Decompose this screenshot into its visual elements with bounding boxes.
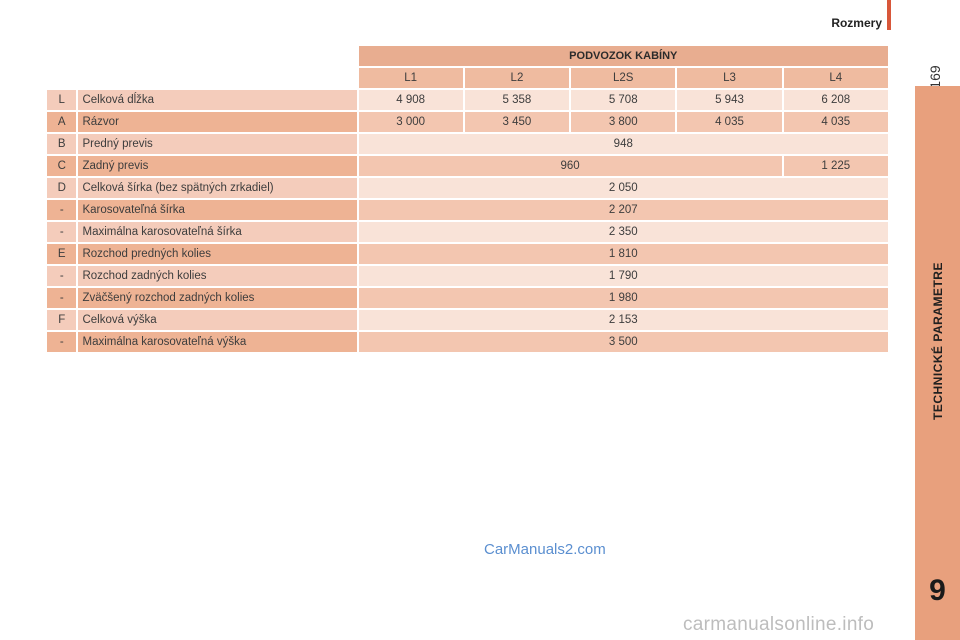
row-label: Predný previs — [78, 134, 357, 154]
row-code: D — [47, 178, 77, 198]
row-code: - — [47, 332, 77, 352]
row-label: Karosovateľná šírka — [78, 200, 357, 220]
chapter-label: TECHNICKÉ PARAMETRE — [931, 262, 945, 420]
table-row: L Celková dĺžka 4 908 5 358 5 708 5 943 … — [47, 90, 888, 110]
row-label: Rozchod zadných kolies — [78, 266, 357, 286]
table-row: F Celková výška 2 153 — [47, 310, 888, 330]
row-code: E — [47, 244, 77, 264]
table-cell: 960 — [358, 156, 782, 176]
row-code: A — [47, 112, 77, 132]
table-cell: 3 000 — [358, 112, 463, 132]
row-label: Celková šírka (bez spätných zrkadiel) — [78, 178, 357, 198]
table-cell: 5 943 — [677, 90, 782, 110]
table-row: B Predný previs 948 — [47, 134, 888, 154]
table-cell: 1 980 — [358, 288, 888, 308]
column-header: L1 — [358, 68, 463, 88]
row-code: - — [47, 288, 77, 308]
table-cell: 4 908 — [358, 90, 463, 110]
table-row: D Celková šírka (bez spätných zrkadiel) … — [47, 178, 888, 198]
table-row: E Rozchod predných kolies 1 810 — [47, 244, 888, 264]
column-header: L3 — [677, 68, 782, 88]
chapter-number: 9 — [929, 574, 946, 607]
table-row: - Maximálna karosovateľná výška 3 500 — [47, 332, 888, 352]
row-code: - — [47, 222, 77, 242]
row-label: Maximálna karosovateľná šírka — [78, 222, 357, 242]
table-cell: 1 225 — [783, 156, 888, 176]
group-header: PODVOZOK KABÍNY — [358, 46, 888, 66]
row-label: Rozchod predných kolies — [78, 244, 357, 264]
watermark-link[interactable]: CarManuals2.com — [484, 541, 606, 558]
table-cell: 1 790 — [358, 266, 888, 286]
table-subheader-row: L1 L2 L2S L3 L4 — [47, 68, 888, 88]
footer-watermark: carmanualsonline.info — [683, 614, 875, 635]
table-cell: 3 450 — [464, 112, 570, 132]
row-code: C — [47, 156, 77, 176]
table-cell: 6 208 — [783, 90, 888, 110]
table-row: - Maximálna karosovateľná šírka 2 350 — [47, 222, 888, 242]
row-code: L — [47, 90, 77, 110]
column-header: L2S — [571, 68, 676, 88]
table-cell: 2 350 — [358, 222, 888, 242]
section-marker — [887, 0, 891, 30]
row-label: Maximálna karosovateľná výška — [78, 332, 357, 352]
row-label: Rázvor — [78, 112, 357, 132]
row-label: Celková dĺžka — [78, 90, 357, 110]
table-row: - Karosovateľná šírka 2 207 — [47, 200, 888, 220]
row-code: - — [47, 200, 77, 220]
table-cell: 4 035 — [783, 112, 888, 132]
table-cell: 2 153 — [358, 310, 888, 330]
table-cell: 1 810 — [358, 244, 888, 264]
chapter-tab: TECHNICKÉ PARAMETRE 9 — [915, 86, 960, 640]
table-cell: 3 500 — [358, 332, 888, 352]
table-cell: 4 035 — [677, 112, 782, 132]
table-row: - Rozchod zadných kolies 1 790 — [47, 266, 888, 286]
table-cell: 948 — [358, 134, 888, 154]
table-cell: 2 207 — [358, 200, 888, 220]
table-cell: 5 708 — [571, 90, 676, 110]
column-header: L4 — [783, 68, 888, 88]
row-code: B — [47, 134, 77, 154]
table-header-row: PODVOZOK KABÍNY — [47, 46, 888, 66]
row-label: Celková výška — [78, 310, 357, 330]
row-code: - — [47, 266, 77, 286]
table-cell: 3 800 — [571, 112, 676, 132]
table-cell: 2 050 — [358, 178, 888, 198]
row-code: F — [47, 310, 77, 330]
table-row: A Rázvor 3 000 3 450 3 800 4 035 4 035 — [47, 112, 888, 132]
table-row: - Zväčšený rozchod zadných kolies 1 980 — [47, 288, 888, 308]
row-label: Zväčšený rozchod zadných kolies — [78, 288, 357, 308]
dimensions-table: PODVOZOK KABÍNY L1 L2 L2S L3 L4 L Celkov… — [45, 44, 890, 354]
section-title: Rozmery — [831, 16, 882, 30]
column-header: L2 — [464, 68, 570, 88]
row-label: Zadný previs — [78, 156, 357, 176]
table-row: C Zadný previs 960 1 225 — [47, 156, 888, 176]
table-cell: 5 358 — [464, 90, 570, 110]
